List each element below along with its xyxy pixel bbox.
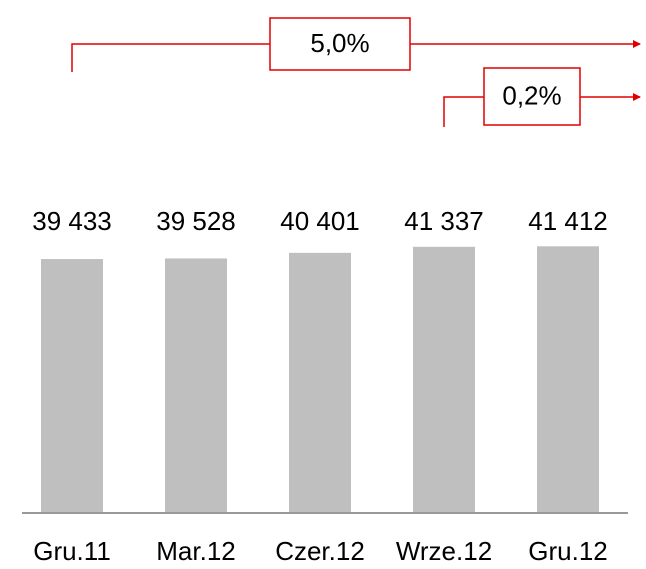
value-label: 41 337 (404, 206, 484, 236)
x-tick-label: Mar.12 (156, 536, 236, 566)
growth-box (269, 17, 411, 71)
growth-arrow (71, 40, 641, 72)
growth-label: 0,2% (502, 80, 561, 110)
bar (289, 252, 351, 513)
bar (537, 246, 599, 514)
value-label: 39 528 (156, 206, 236, 236)
growth-label: 5,0% (310, 28, 369, 58)
value-label: 41 412 (528, 206, 608, 236)
x-tick-label: Wrze.12 (396, 536, 492, 566)
bar (41, 259, 103, 513)
bar (165, 258, 227, 513)
bar (413, 246, 475, 513)
value-label: 40 401 (280, 206, 360, 236)
x-tick-label: Gru.12 (528, 536, 608, 566)
growth-box (483, 67, 581, 126)
x-tick-label: Czer.12 (275, 536, 365, 566)
x-tick-label: Gru.11 (33, 536, 111, 566)
value-label: 39 433 (32, 206, 112, 236)
